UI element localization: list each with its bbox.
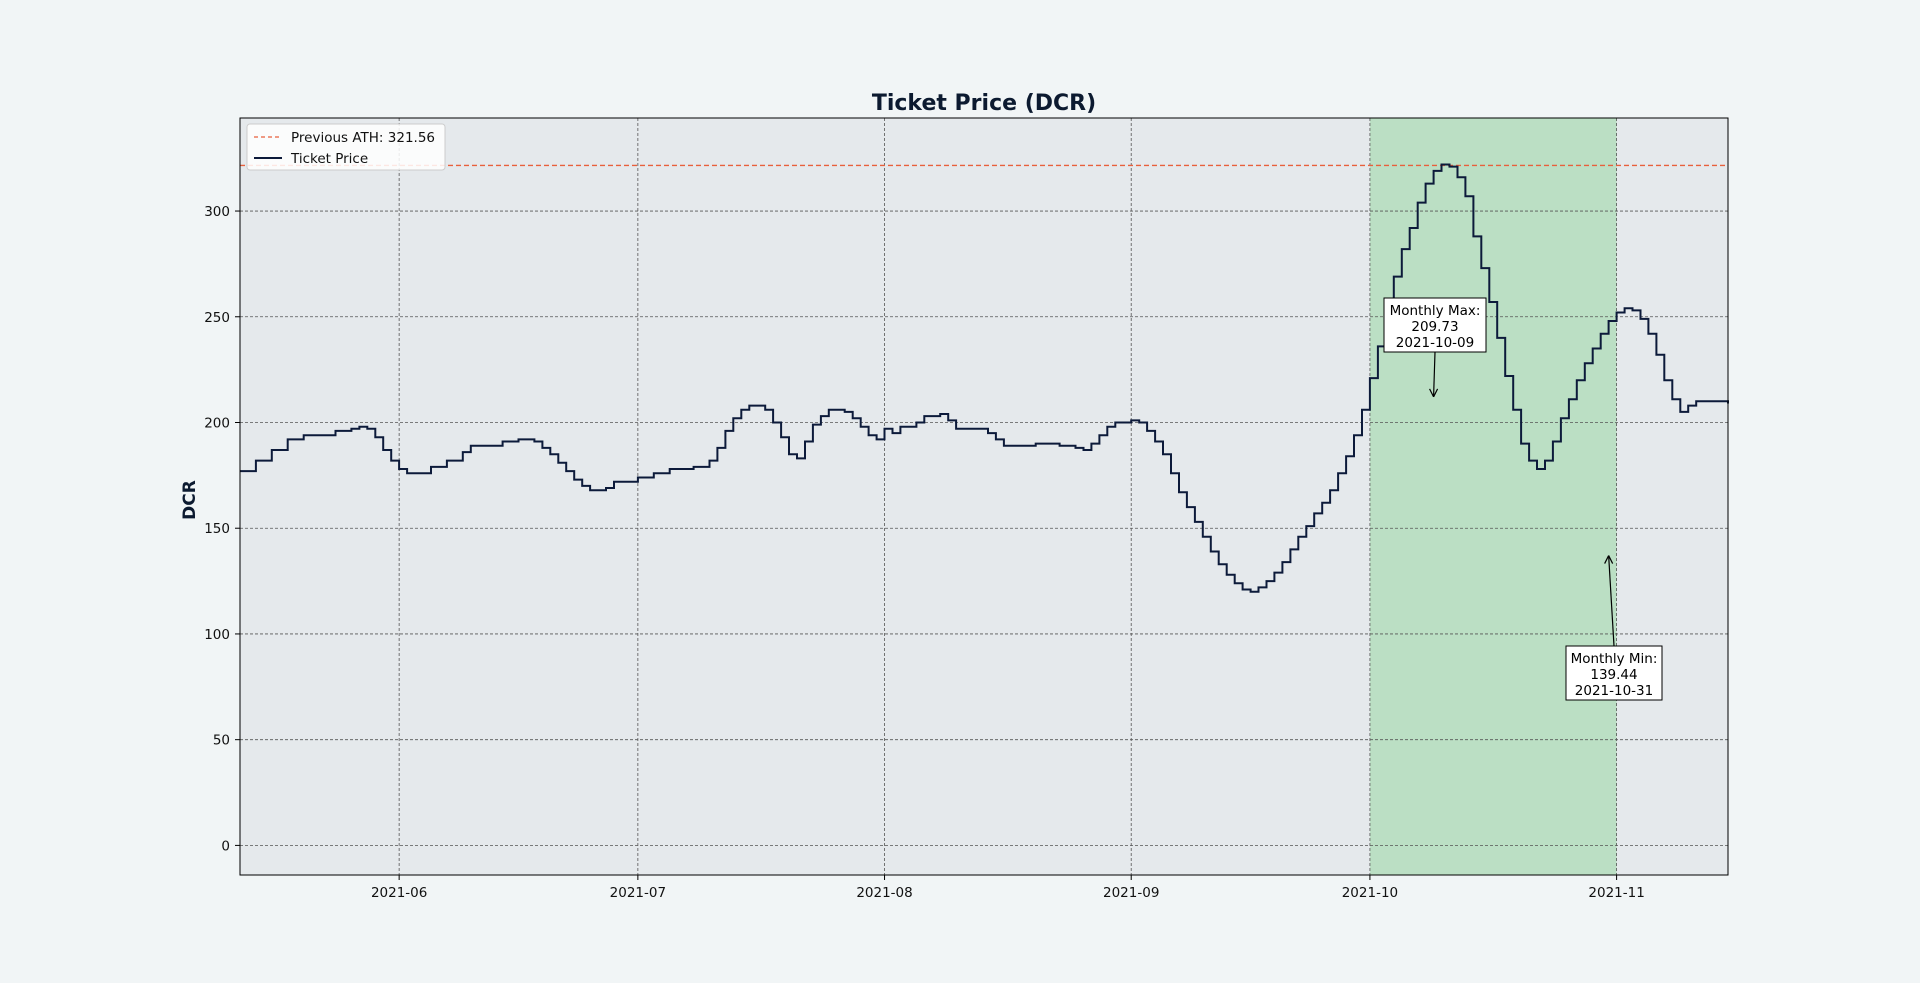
chart-title: Ticket Price (DCR) — [872, 91, 1096, 116]
annotation-text-line: Monthly Max: — [1390, 303, 1481, 319]
x-tick-label: 2021-08 — [856, 885, 912, 901]
annotation-text-line: 139.44 — [1590, 667, 1637, 683]
annotation-box — [1565, 645, 1663, 701]
annotation-arrow — [1432, 351, 1436, 397]
annotation-arrowhead — [1604, 555, 1614, 564]
annotation-text-line: 209.73 — [1411, 319, 1458, 335]
y-tick-label: 0 — [221, 838, 230, 854]
y-tick-label: 300 — [204, 204, 230, 220]
plot-area: 2021-06 2021-07 2021-08 2021-09 2021-10 2021-… — [204, 117, 1729, 901]
plot-frame — [239, 117, 1729, 876]
legend: Previous ATH: 321.56 Ticket Price — [246, 123, 446, 171]
legend-box — [246, 123, 446, 171]
y-tick-label: 100 — [204, 627, 230, 643]
annotation-text-line: 2021-10-09 — [1396, 335, 1474, 351]
annotation-arrow — [1608, 555, 1615, 647]
y-tick-label: 150 — [204, 521, 230, 537]
x-tick-label: 2021-10 — [1342, 885, 1398, 901]
y-tick-label: 50 — [213, 733, 230, 749]
y-axis-label: DCR — [180, 480, 200, 520]
annotation-arrowhead — [1429, 388, 1439, 398]
highlight-band-october — [1369, 118, 1617, 875]
x-tick-label: 2021-06 — [371, 885, 427, 901]
y-tick-label: 200 — [204, 415, 230, 431]
x-tick-label: 2021-07 — [610, 885, 666, 901]
legend-price-label: Ticket Price — [290, 151, 368, 167]
x-tick-label: 2021-09 — [1103, 885, 1159, 901]
x-tick-label: 2021-11 — [1588, 885, 1644, 901]
annotation-text-line: 2021-10-31 — [1575, 683, 1653, 699]
y-tick-label: 250 — [204, 310, 230, 326]
annotation-text-line: Monthly Min: — [1571, 651, 1658, 667]
annotation-box — [1383, 297, 1487, 353]
ticket-price-line — [240, 163, 1729, 593]
legend-ath-label: Previous ATH: 321.56 — [291, 130, 435, 146]
